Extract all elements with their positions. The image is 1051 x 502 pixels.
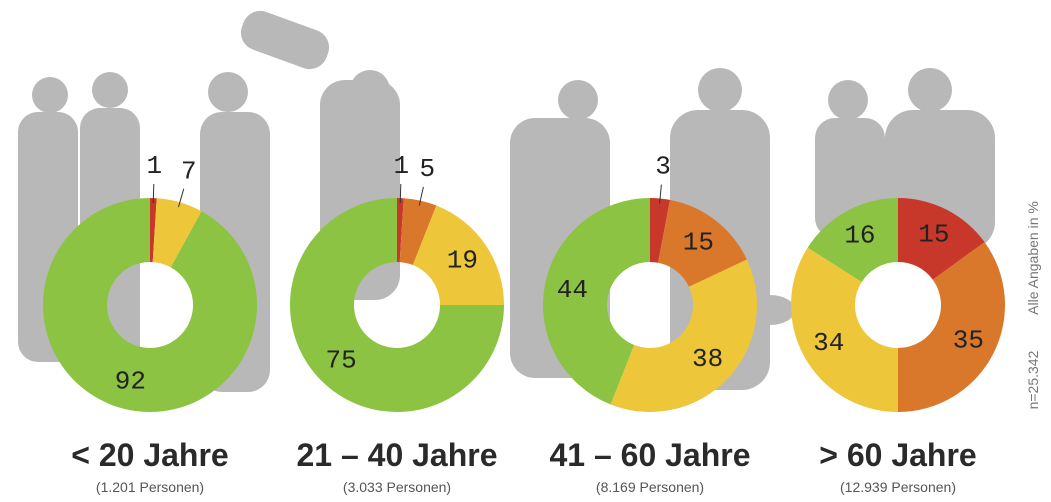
value-label: 7 xyxy=(181,156,197,186)
value-label: 92 xyxy=(115,366,146,396)
chart-subtitle: (12.939 Personen) xyxy=(840,479,956,495)
chart-title: > 60 Jahre xyxy=(819,437,976,473)
value-label: 5 xyxy=(420,154,436,184)
value-label: 15 xyxy=(683,227,714,257)
chart-subtitle: (1.201 Personen) xyxy=(96,479,204,495)
value-label: 35 xyxy=(953,326,984,356)
chart-title: < 20 Jahre xyxy=(71,437,228,473)
leader-line xyxy=(400,184,401,203)
value-label: 1 xyxy=(394,151,410,181)
value-label: 15 xyxy=(918,219,949,249)
value-label: 19 xyxy=(447,245,478,275)
chart-title: 21 – 40 Jahre xyxy=(296,437,497,473)
value-label: 3 xyxy=(655,151,671,181)
value-label: 16 xyxy=(844,221,875,251)
segment xyxy=(898,242,1005,412)
chart: Alle Angaben in % n=25.342 1792< 20 Jahr… xyxy=(0,0,1051,502)
segment xyxy=(43,198,257,412)
segment xyxy=(791,248,898,412)
value-label: 38 xyxy=(692,344,723,374)
chart-subtitle: (8.169 Personen) xyxy=(596,479,704,495)
value-label: 75 xyxy=(326,346,357,376)
value-label: 1 xyxy=(147,151,163,181)
note: Alle Angaben in % xyxy=(1025,201,1041,315)
chart-title: 41 – 60 Jahre xyxy=(549,437,750,473)
sample-size: n=25.342 xyxy=(1025,350,1041,409)
leader-line xyxy=(153,184,154,203)
chart-subtitle: (3.033 Personen) xyxy=(343,479,451,495)
value-label: 44 xyxy=(557,275,588,305)
value-label: 34 xyxy=(813,328,844,358)
